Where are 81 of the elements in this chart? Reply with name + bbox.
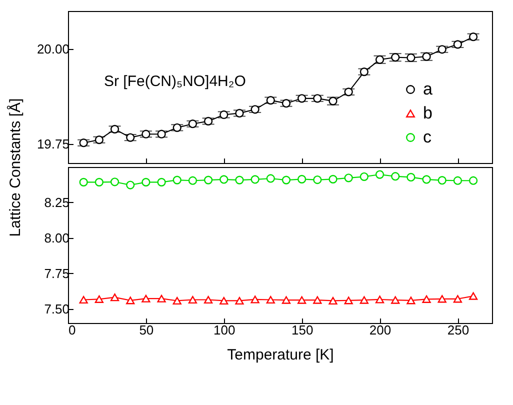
point: [298, 94, 306, 103]
point: [79, 138, 88, 148]
point: [110, 294, 120, 302]
point: [204, 296, 213, 304]
legend-label: a: [423, 80, 433, 98]
point: [298, 174, 306, 184]
point: [110, 178, 120, 186]
point: [298, 296, 306, 304]
point: [250, 105, 260, 114]
y-tick-label: 19.75: [36, 136, 70, 152]
point: [282, 296, 291, 304]
point: [406, 296, 416, 304]
y-axis-title: Lattice Constants [Å]: [6, 98, 24, 237]
point: [250, 296, 260, 304]
legend-label: c: [423, 128, 432, 146]
x-tick-label: 50: [139, 322, 154, 338]
point: [453, 176, 462, 185]
point: [142, 178, 150, 186]
point: [126, 296, 135, 304]
point: [344, 88, 353, 96]
point: [360, 172, 368, 181]
point: [94, 295, 104, 303]
point: [360, 68, 368, 76]
point: [172, 123, 182, 132]
point: [266, 174, 275, 183]
point: [126, 180, 135, 190]
point: [235, 108, 244, 118]
point: [313, 175, 322, 184]
point: [157, 130, 166, 138]
point: [142, 294, 150, 302]
point: [266, 96, 275, 105]
point: [172, 176, 182, 184]
x-tick-label: 150: [291, 322, 314, 338]
x-tick-label: 0: [68, 322, 76, 338]
point: [188, 296, 198, 304]
point: [422, 295, 431, 303]
x-tick-label: 250: [447, 322, 470, 338]
point: [235, 176, 244, 184]
point: [438, 176, 446, 185]
point: [468, 176, 478, 185]
point: [157, 178, 166, 186]
y-tick-label: 8.25: [44, 194, 70, 210]
point: [391, 172, 400, 181]
point: [188, 176, 198, 185]
x-axis-title: Temperature [K]: [227, 346, 334, 364]
legend-label: b: [423, 104, 432, 122]
point: [406, 172, 416, 182]
point: [313, 296, 322, 304]
point: [391, 296, 400, 304]
point: [220, 296, 228, 305]
point: [220, 175, 228, 184]
point: [344, 296, 353, 304]
point: [282, 176, 291, 184]
point: [204, 176, 213, 184]
point: [375, 296, 384, 304]
point: [453, 295, 462, 303]
x-tick-label: 100: [214, 322, 236, 338]
point: [142, 130, 150, 138]
x-tick-label: 200: [369, 322, 392, 338]
point: [94, 136, 104, 144]
point: [79, 296, 88, 304]
point: [360, 296, 368, 304]
point: [79, 178, 88, 186]
point: [344, 174, 353, 182]
point: [250, 175, 260, 184]
point: [375, 170, 384, 179]
point: [126, 133, 135, 142]
point: [313, 94, 322, 103]
point: [157, 294, 166, 302]
annotation: Sr [Fe(CN)₅NO]4H₂O: [104, 73, 246, 90]
point: [422, 175, 431, 184]
point: [328, 296, 338, 305]
point: [266, 296, 275, 304]
point: [172, 296, 182, 305]
point: [438, 295, 446, 303]
point: [468, 292, 478, 300]
point: [94, 178, 104, 186]
point: [438, 45, 446, 54]
point: [220, 110, 228, 120]
point: [328, 174, 338, 184]
point: [235, 296, 244, 305]
